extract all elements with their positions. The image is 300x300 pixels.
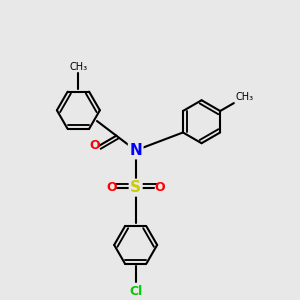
Text: CH₃: CH₃: [235, 92, 254, 102]
Text: O: O: [106, 181, 117, 194]
Text: O: O: [89, 139, 100, 152]
Text: CH₃: CH₃: [69, 61, 87, 72]
Text: O: O: [155, 181, 165, 194]
Text: N: N: [129, 143, 142, 158]
Text: S: S: [130, 180, 141, 195]
Text: Cl: Cl: [129, 285, 142, 298]
